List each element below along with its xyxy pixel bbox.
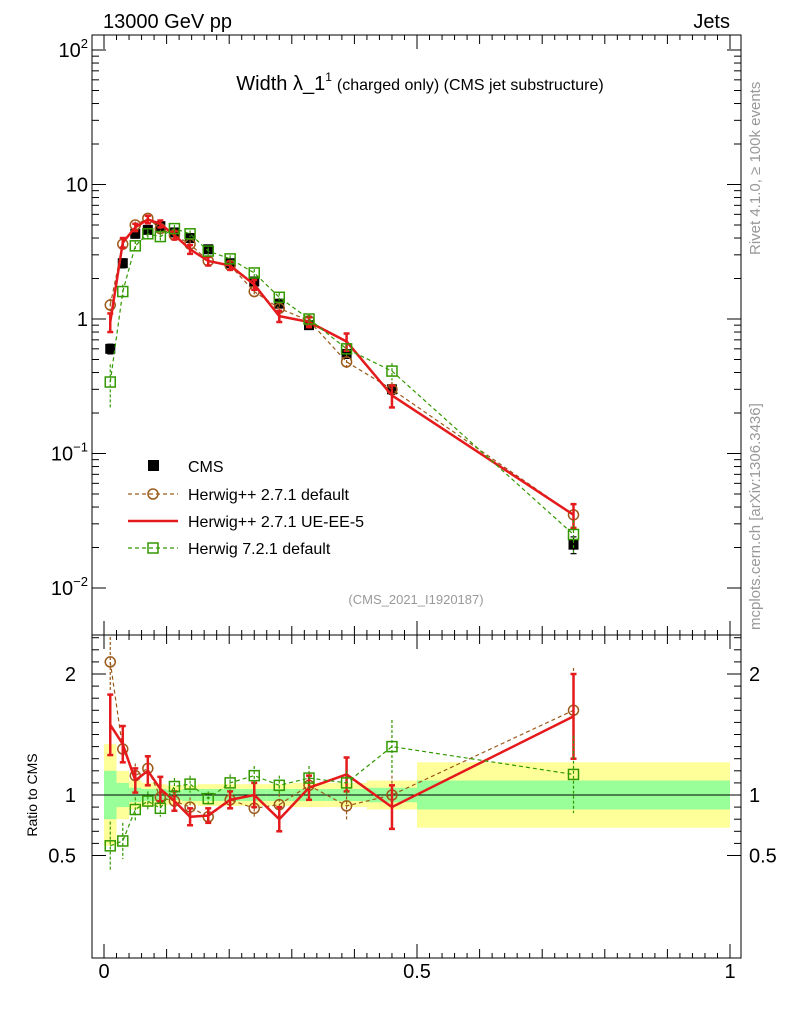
data-point [104,299,117,311]
ratio-point [117,835,129,847]
main-ytick-label: 10−1 [51,440,88,466]
data-point [202,245,214,257]
xtick-label: 0.5 [403,961,431,983]
data-point [568,539,579,550]
data-point [142,228,154,240]
series-square [104,222,580,554]
xtick-label: 0 [98,961,109,983]
legend-entry: Herwig++ 2.7.1 default [128,487,350,504]
legend-entry: Herwig++ 2.7.1 UE-EE-5 [128,514,364,531]
data-point [303,313,315,325]
ratio-point [168,780,181,793]
legend-label: Herwig++ 2.7.1 UE-EE-5 [188,514,364,531]
data-point [340,356,353,368]
legend-marker [148,460,159,471]
series-line [107,214,577,530]
series-circle [104,212,580,530]
legend-label: Herwig++ 2.7.1 default [188,487,350,504]
ratio-point [154,802,167,815]
main-ytick-label: 1 [77,309,88,331]
xtick-label: 1 [724,961,735,983]
data-point [567,528,580,541]
series-layer [104,212,580,871]
main-ytick-base: 10 [66,175,88,197]
data-point [184,228,196,240]
ratio-point [386,740,398,753]
rivet-version-label: Rivet 4.1.0, ≥ 100k events [747,82,764,255]
ratio-point [142,795,154,807]
legend-entry: Herwig 7.2.1 default [128,541,331,558]
main-ytick-exp: 2 [81,36,88,51]
ratio-point [104,840,117,852]
chart-title: Width λ_11 (charged only) (CMS jet substr… [236,70,603,95]
legend-entry: CMS [148,459,224,476]
data-point [248,267,260,279]
ratio-point [340,777,353,789]
data-point [273,291,286,304]
ratio-point [248,769,260,782]
ratio-point [340,800,353,812]
ratio-ytick-label: 1 [65,785,76,807]
ratio-ytick-label: 0.5 [48,846,76,868]
data-point [129,240,142,252]
main-ytick-exp: −2 [73,574,88,589]
data-point [117,258,128,269]
series-line [109,218,575,516]
main-ytick-base: 10 [59,40,81,62]
chart-title-sup: 1 [325,70,332,84]
data-point [224,253,236,265]
main-ytick-base: 10 [51,578,73,600]
main-ytick-base: 10 [51,444,73,466]
ratio-point [273,779,286,792]
ratio-ytick-label-right: 0.5 [749,846,777,868]
data-point [340,343,353,355]
ratio-point [202,792,214,805]
ratio-point [104,656,117,668]
legend-marker [147,488,159,500]
ratio-ytick-label-right: 2 [749,664,760,686]
legend: CMS Herwig++ 2.7.1 default Herwig++ 2.7.1 … [128,459,364,558]
chart-title-suffix: (charged only) (CMS jet substructure) [337,77,604,94]
main-ytick-exp: −1 [73,440,88,455]
data-point [168,222,181,235]
ratio-ylabel: Ratio to CMS [24,753,40,836]
data-point [117,285,129,298]
data-point [154,230,167,243]
header-left: 13000 GeV pp [103,11,232,33]
ratio-point [184,778,196,790]
ratio-series-line [107,672,577,833]
series-line [109,227,574,535]
legend-label: Herwig 7.2.1 default [188,541,331,558]
series-line [109,217,574,516]
main-ytick-base: 1 [77,309,88,331]
ratio-series-square [104,719,580,871]
data-point [104,376,117,388]
data-point [386,365,398,377]
chart-title-main: Width λ_1 [236,73,325,95]
ratio-ytick-label-right: 1 [749,785,760,807]
data-point [185,233,196,244]
legend-label: CMS [188,459,224,476]
ratio-point [567,768,580,781]
data-point [130,228,141,239]
legend-marker [147,542,159,554]
main-ytick-label: 10 [66,175,88,197]
ratio-point [303,772,315,784]
header-right: Jets [693,11,730,33]
main-ytick-label: 10−2 [51,574,88,600]
analysis-id: (CMS_2021_I1920187) [348,592,483,607]
ratio-point [224,777,236,789]
ratio-ytick-label: 2 [65,664,76,686]
ratio-point [129,803,142,816]
data-point [105,343,116,354]
mcplots-label: mcplots.cern.ch [arXiv:1306.3436] [747,403,764,630]
main-ytick-label: 102 [59,36,88,62]
